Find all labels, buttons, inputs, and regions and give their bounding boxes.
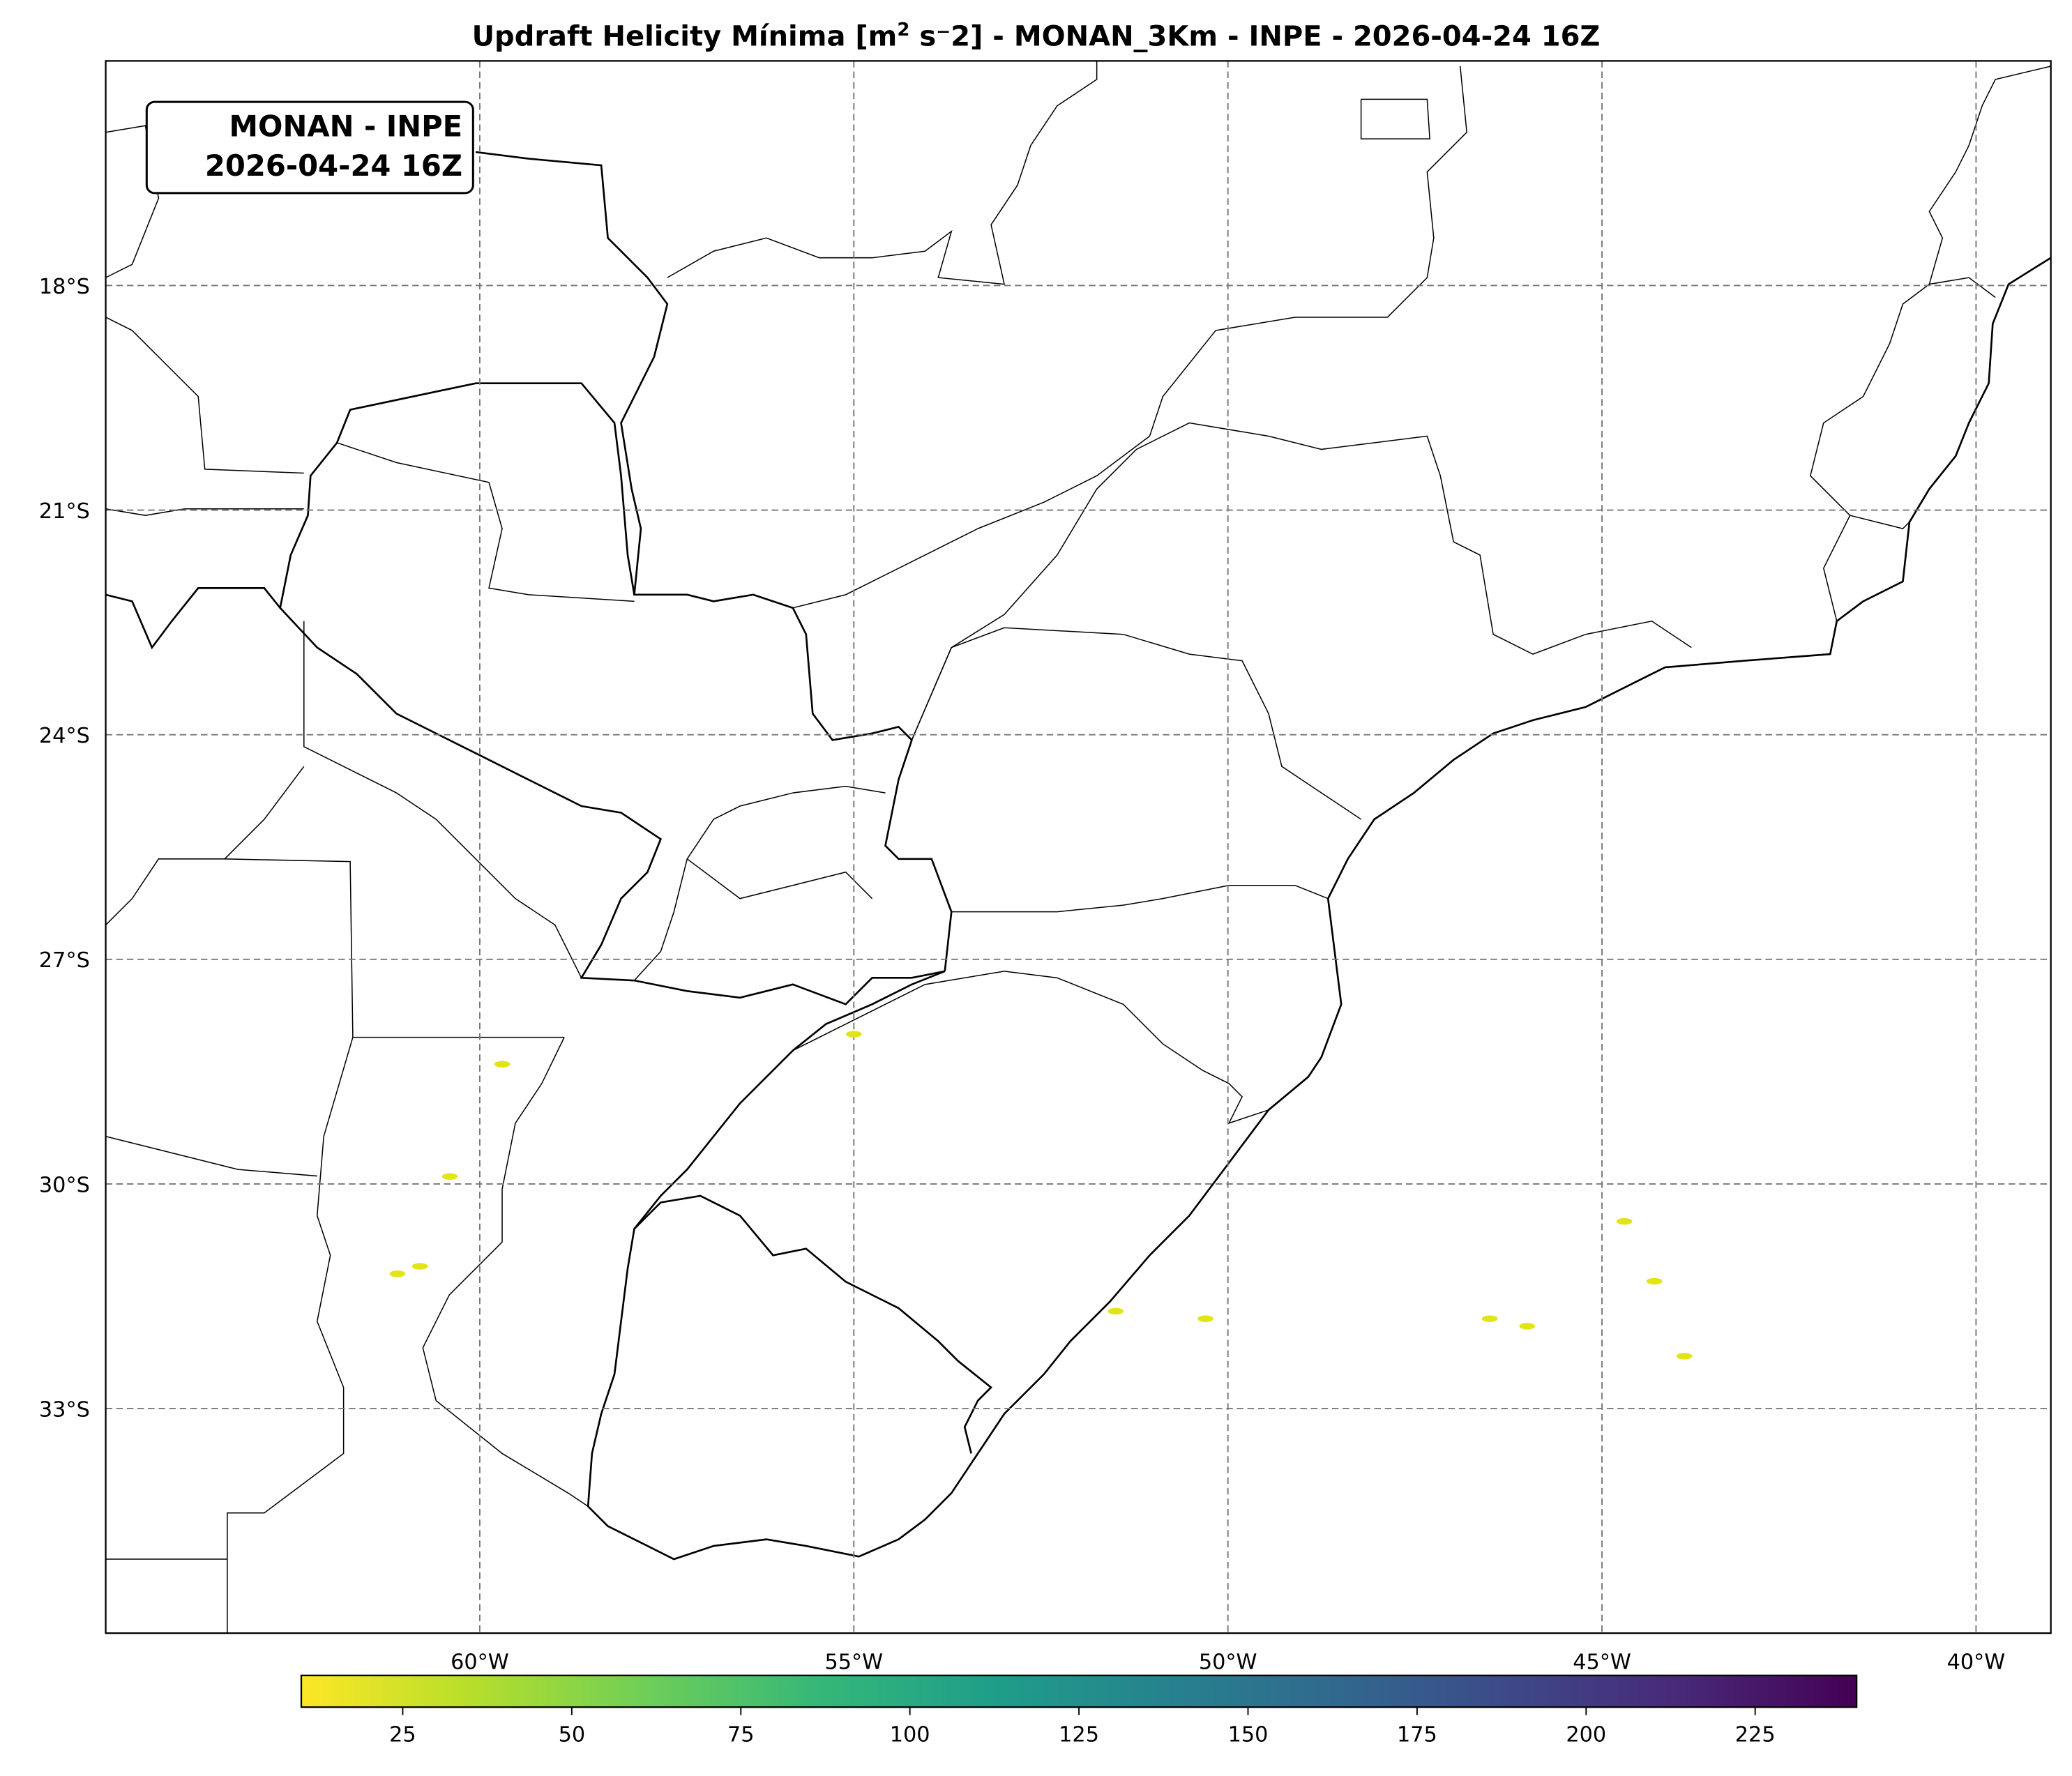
lat-tick-label: 30°S [39,1173,90,1197]
border-paraguay [279,382,946,1005]
lat-tick-label: 24°S [39,724,90,748]
lon-tick-label: 60°W [451,1650,509,1674]
helicity-cell [1481,1315,1498,1322]
lat-tick-label: 33°S [39,1397,90,1422]
colorbar-tick-label: 175 [1397,1723,1437,1747]
lat-tick-label: 18°S [39,275,90,299]
border-bolivia [105,587,281,650]
chart-title: Updraft Helicity Mínima [m2 s⁻2] - MONAN… [471,20,1601,53]
lon-tick-label: 45°W [1573,1650,1631,1674]
lon-tick-label: 40°W [1947,1650,2006,1674]
lon-tick-label: 55°W [824,1650,883,1674]
helicity-cell [441,1173,458,1180]
helicity-cell [1676,1353,1693,1360]
colorbar-tick-label: 25 [389,1723,416,1747]
helicity-cell [1646,1277,1663,1285]
annotation-box: MONAN - INPE 2026-04-24 16Z [145,100,474,195]
border-uruguay [633,1194,993,1454]
colorbar-tick-label: 200 [1566,1723,1606,1747]
colorbar-tick-label: 150 [1228,1723,1269,1747]
annotation-line1: MONAN - INPE [229,109,463,143]
helicity-cell [1519,1323,1536,1330]
helicity-cell [389,1270,406,1277]
plot-frame [105,60,2052,1634]
helicity-cell [1616,1217,1633,1225]
colorbar-tick-label: 125 [1059,1723,1099,1747]
colorbar-tick-label: 225 [1735,1723,1776,1747]
lat-tick-label: 21°S [39,499,90,524]
helicity-cell [845,1031,862,1038]
lon-tick-label: 50°W [1199,1650,1257,1674]
colorbar-tick-label: 50 [559,1723,586,1747]
lat-tick-label: 27°S [39,948,90,973]
helicity-cell [1197,1315,1213,1322]
helicity-cell [494,1061,511,1068]
colorbar-tick-label: 75 [727,1723,755,1747]
helicity-cell [1107,1307,1124,1315]
annotation-line2: 2026-04-24 16Z [205,149,462,183]
colorbar-tick-label: 100 [890,1723,930,1747]
state-borders [105,61,2051,1634]
helicity-cell [411,1263,428,1270]
coastline [587,257,2052,1561]
border-brazil-argentina [475,151,953,972]
colorbar [300,1674,1858,1708]
